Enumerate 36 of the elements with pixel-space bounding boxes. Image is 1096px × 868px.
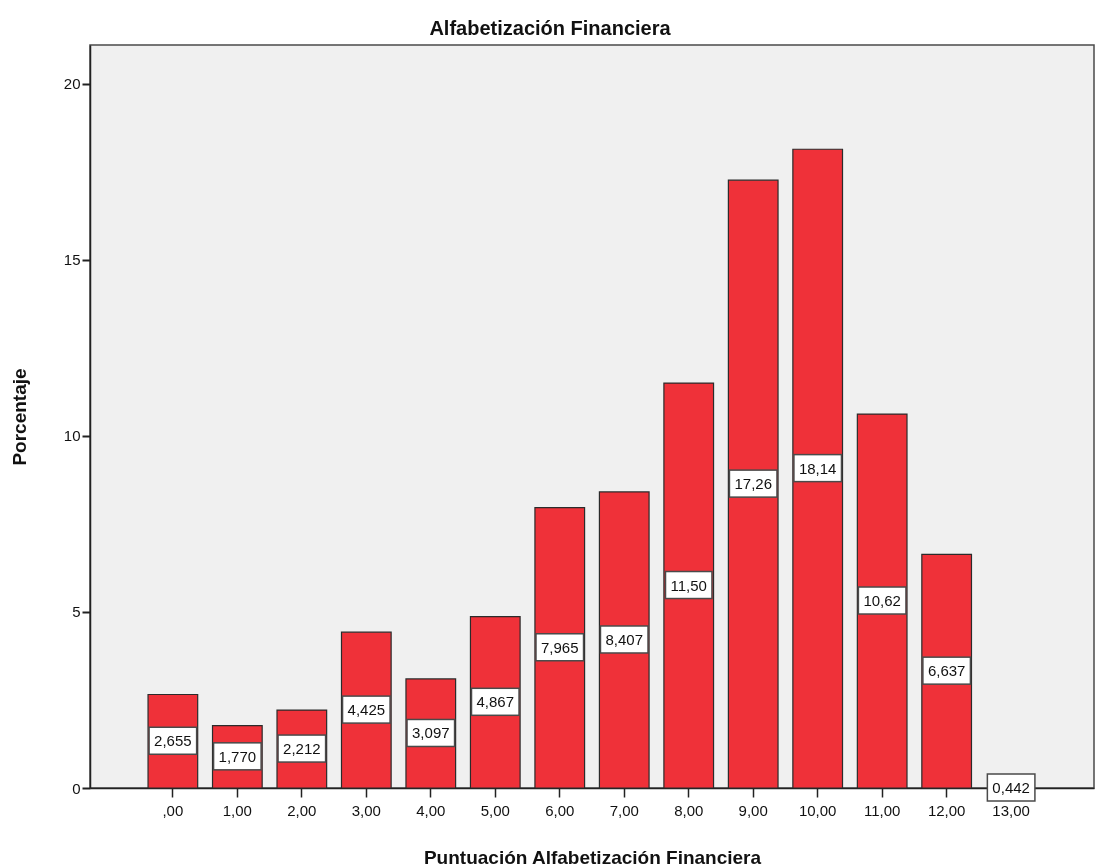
data-label: 4,425 xyxy=(347,701,386,719)
y-tick-label: 5 xyxy=(72,603,81,621)
data-label: 11,50 xyxy=(670,576,707,594)
x-tick-label: 5,00 xyxy=(480,801,510,819)
y-tick-label: 0 xyxy=(72,779,81,797)
x-tick-label: ,00 xyxy=(162,801,184,819)
x-tick-label: 4,00 xyxy=(416,801,446,819)
x-tick-label: 8,00 xyxy=(674,801,704,819)
y-tick-label: 15 xyxy=(63,251,81,269)
data-label: 4,867 xyxy=(476,693,515,711)
data-label: 2,212 xyxy=(283,740,321,758)
x-tick-label: 1,00 xyxy=(222,801,252,819)
x-tick-label: 2,00 xyxy=(287,801,317,819)
x-tick-label: 12,00 xyxy=(927,801,966,819)
data-label: 10,62 xyxy=(863,592,901,610)
y-tick-label: 20 xyxy=(63,75,81,93)
x-tick-label: 13,00 xyxy=(992,801,1030,819)
x-axis-title: Puntuación Alfabetización Financiera xyxy=(423,846,762,868)
y-axis-title: Porcentaje xyxy=(8,368,30,466)
y-tick-label: 10 xyxy=(63,427,81,445)
text: 0,442 xyxy=(992,779,1030,796)
x-tick-label: 11,00 xyxy=(863,801,901,819)
chart-title: Alfabetización Financiera xyxy=(429,17,672,39)
data-label: 8,407 xyxy=(605,630,644,648)
data-label: 6,637 xyxy=(927,662,966,680)
data-label: 1,770 xyxy=(218,747,257,765)
data-label: 17,26 xyxy=(734,475,772,493)
data-label: 3,097 xyxy=(412,724,450,742)
data-label: 18,14 xyxy=(798,459,837,477)
x-tick-label: 10,00 xyxy=(798,801,837,819)
x-tick-label: 3,00 xyxy=(351,801,381,819)
x-tick-label: 9,00 xyxy=(738,801,768,819)
x-tick-label: 6,00 xyxy=(545,801,575,819)
data-label: 2,655 xyxy=(154,732,192,750)
x-tick-label: 7,00 xyxy=(609,801,639,819)
data-label: 7,965 xyxy=(540,638,579,656)
